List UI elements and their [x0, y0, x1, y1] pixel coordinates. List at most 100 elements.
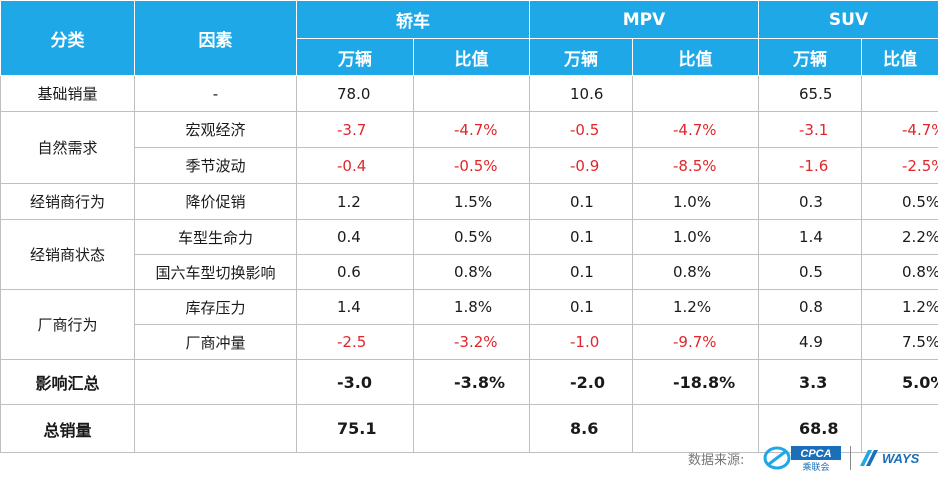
cell-value: 3.3 [758, 359, 863, 405]
cell-value: 1.0% [631, 183, 760, 220]
table-row: 自然需求 宏观经济 -3.7 -4.7% -0.5 -4.7% -3.1 -4.… [0, 111, 938, 184]
cell-value: 4.9 [758, 324, 863, 360]
cell-value: -4.7% [413, 111, 530, 148]
table-row: 厂商行为 库存压力 1.4 1.8% 0.1 1.2% 0.8 1.2% [0, 289, 938, 360]
table-row: 厂商冲量 -2.5 -3.2% -1.0 -9.7% 4.9 7.5% [1, 324, 938, 360]
cell-value: -2.5% [861, 147, 938, 184]
cell-value: 7.5% [861, 324, 938, 360]
cell-value: -1.0 [529, 324, 633, 360]
cell-value: 1.0% [631, 219, 760, 255]
row-category: 自然需求 [0, 111, 135, 184]
cell-value: -2.5 [296, 324, 414, 360]
table-row: 国六车型切换影响 0.6 0.8% 0.1 0.8% 0.5 0.8% [1, 254, 938, 290]
cell-value: 75.1 [296, 404, 414, 453]
cell-value: -0.4 [296, 147, 414, 184]
row-factor: 降价促销 [134, 183, 297, 220]
cell-value: -1.6 [758, 147, 863, 184]
cell-value: 0.1 [529, 289, 633, 325]
cell-value: 1.4 [296, 289, 414, 325]
cell-value: -0.9 [529, 147, 633, 184]
header-sedan-ratio: 比值 [413, 38, 530, 76]
cell-value: 0.5 [758, 254, 863, 290]
cell-value: 0.6 [296, 254, 414, 290]
header-suv-units: 万辆 [758, 38, 863, 76]
cell-value: 1.2 [296, 183, 414, 220]
row-factor: 厂商冲量 [134, 324, 297, 360]
cell-value: 1.5% [413, 183, 530, 220]
cell-value: -18.8% [631, 359, 760, 405]
cell-value: 0.3 [758, 183, 863, 220]
table-row: 经销商状态 车型生命力 0.4 0.5% 0.1 1.0% 1.4 2.2% [0, 219, 938, 290]
row-factor [134, 359, 297, 405]
table-row: 总销量 75.1 8.6 68.8 [0, 404, 938, 453]
cell-value: -8.5% [631, 147, 760, 184]
cell-value: 0.1 [529, 183, 633, 220]
cell-value: 0.8% [413, 254, 530, 290]
table-row: 基础销量 - 78.0 10.6 65.5 [0, 75, 938, 112]
table-row: 季节波动 -0.4 -0.5% -0.9 -8.5% -1.6 -2.5% [1, 147, 938, 184]
source-label: 数据来源: [688, 453, 745, 468]
row-factor: - [134, 75, 297, 112]
cell-value [631, 404, 760, 453]
cell-value: 0.8% [861, 254, 938, 290]
header-sedan-units: 万辆 [296, 38, 414, 76]
logo-separator [850, 446, 851, 470]
cell-value: 1.2% [631, 289, 760, 325]
row-category: 总销量 [0, 404, 135, 453]
header-mpv-units: 万辆 [529, 38, 633, 76]
cell-value [631, 75, 760, 112]
cell-value: 1.2% [861, 289, 938, 325]
row-category: 厂商行为 [0, 289, 135, 360]
sales-factor-table: 分类 因素 轿车 MPV SUV 万辆 比值 万辆 比值 万辆 比值 基础销量 … [0, 0, 938, 453]
ways-logo: WAYS [860, 450, 920, 466]
cell-value: 65.5 [758, 75, 863, 112]
cell-value: 68.8 [758, 404, 863, 453]
header-mpv-ratio: 比值 [631, 38, 760, 76]
row-factor [134, 404, 297, 453]
cell-value [861, 75, 938, 112]
cell-value: 0.1 [529, 254, 633, 290]
cpca-cn-text: 乘联会 [802, 461, 829, 472]
row-factor: 库存压力 [134, 289, 297, 325]
cell-value: -3.1 [758, 111, 863, 148]
cell-value: 1.4 [758, 219, 863, 255]
header-group-mpv: MPV [528, 0, 760, 39]
table-row: 经销商行为 降价促销 1.2 1.5% 0.1 1.0% 0.3 0.5% [0, 183, 938, 220]
cell-value: 2.2% [861, 219, 938, 255]
header-factor: 因素 [134, 0, 297, 76]
row-category: 影响汇总 [0, 359, 135, 405]
cell-value: 5.0% [861, 359, 938, 405]
row-category: 经销商行为 [0, 183, 135, 220]
cell-value [413, 75, 530, 112]
cell-value: -0.5 [529, 111, 633, 148]
cell-value: 1.8% [413, 289, 530, 325]
row-category: 经销商状态 [0, 219, 135, 290]
row-factor: 国六车型切换影响 [134, 254, 297, 290]
cell-value: -3.8% [413, 359, 530, 405]
cell-value: -2.0 [529, 359, 633, 405]
cell-value: 0.8 [758, 289, 863, 325]
row-factor: 车型生命力 [134, 219, 297, 255]
header-category: 分类 [0, 0, 135, 76]
row-factor: 季节波动 [134, 147, 297, 184]
cell-value: -4.7% [631, 111, 760, 148]
cell-value: -9.7% [631, 324, 760, 360]
source-footer: 数据来源: CPCA 乘联会 WAYS [0, 438, 938, 477]
cell-value: 0.4 [296, 219, 414, 255]
cell-value: 0.5% [413, 219, 530, 255]
cell-value: 8.6 [529, 404, 633, 453]
row-factor: 宏观经济 [134, 111, 297, 148]
header-suv-ratio: 比值 [861, 38, 938, 76]
cell-value [861, 404, 938, 453]
cell-value: -4.7% [861, 111, 938, 148]
cell-value: 0.8% [631, 254, 760, 290]
cell-value: 78.0 [296, 75, 414, 112]
cell-value: -3.2% [413, 324, 530, 360]
header-group-sedan: 轿车 [296, 0, 530, 39]
cell-value: 0.5% [861, 183, 938, 220]
table-row: 影响汇总 -3.0 -3.8% -2.0 -18.8% 3.3 5.0% [0, 359, 938, 405]
ways-logo-text: WAYS [882, 451, 920, 466]
cell-value: -3.0 [296, 359, 414, 405]
cell-value [413, 404, 530, 453]
cell-value: 10.6 [529, 75, 633, 112]
